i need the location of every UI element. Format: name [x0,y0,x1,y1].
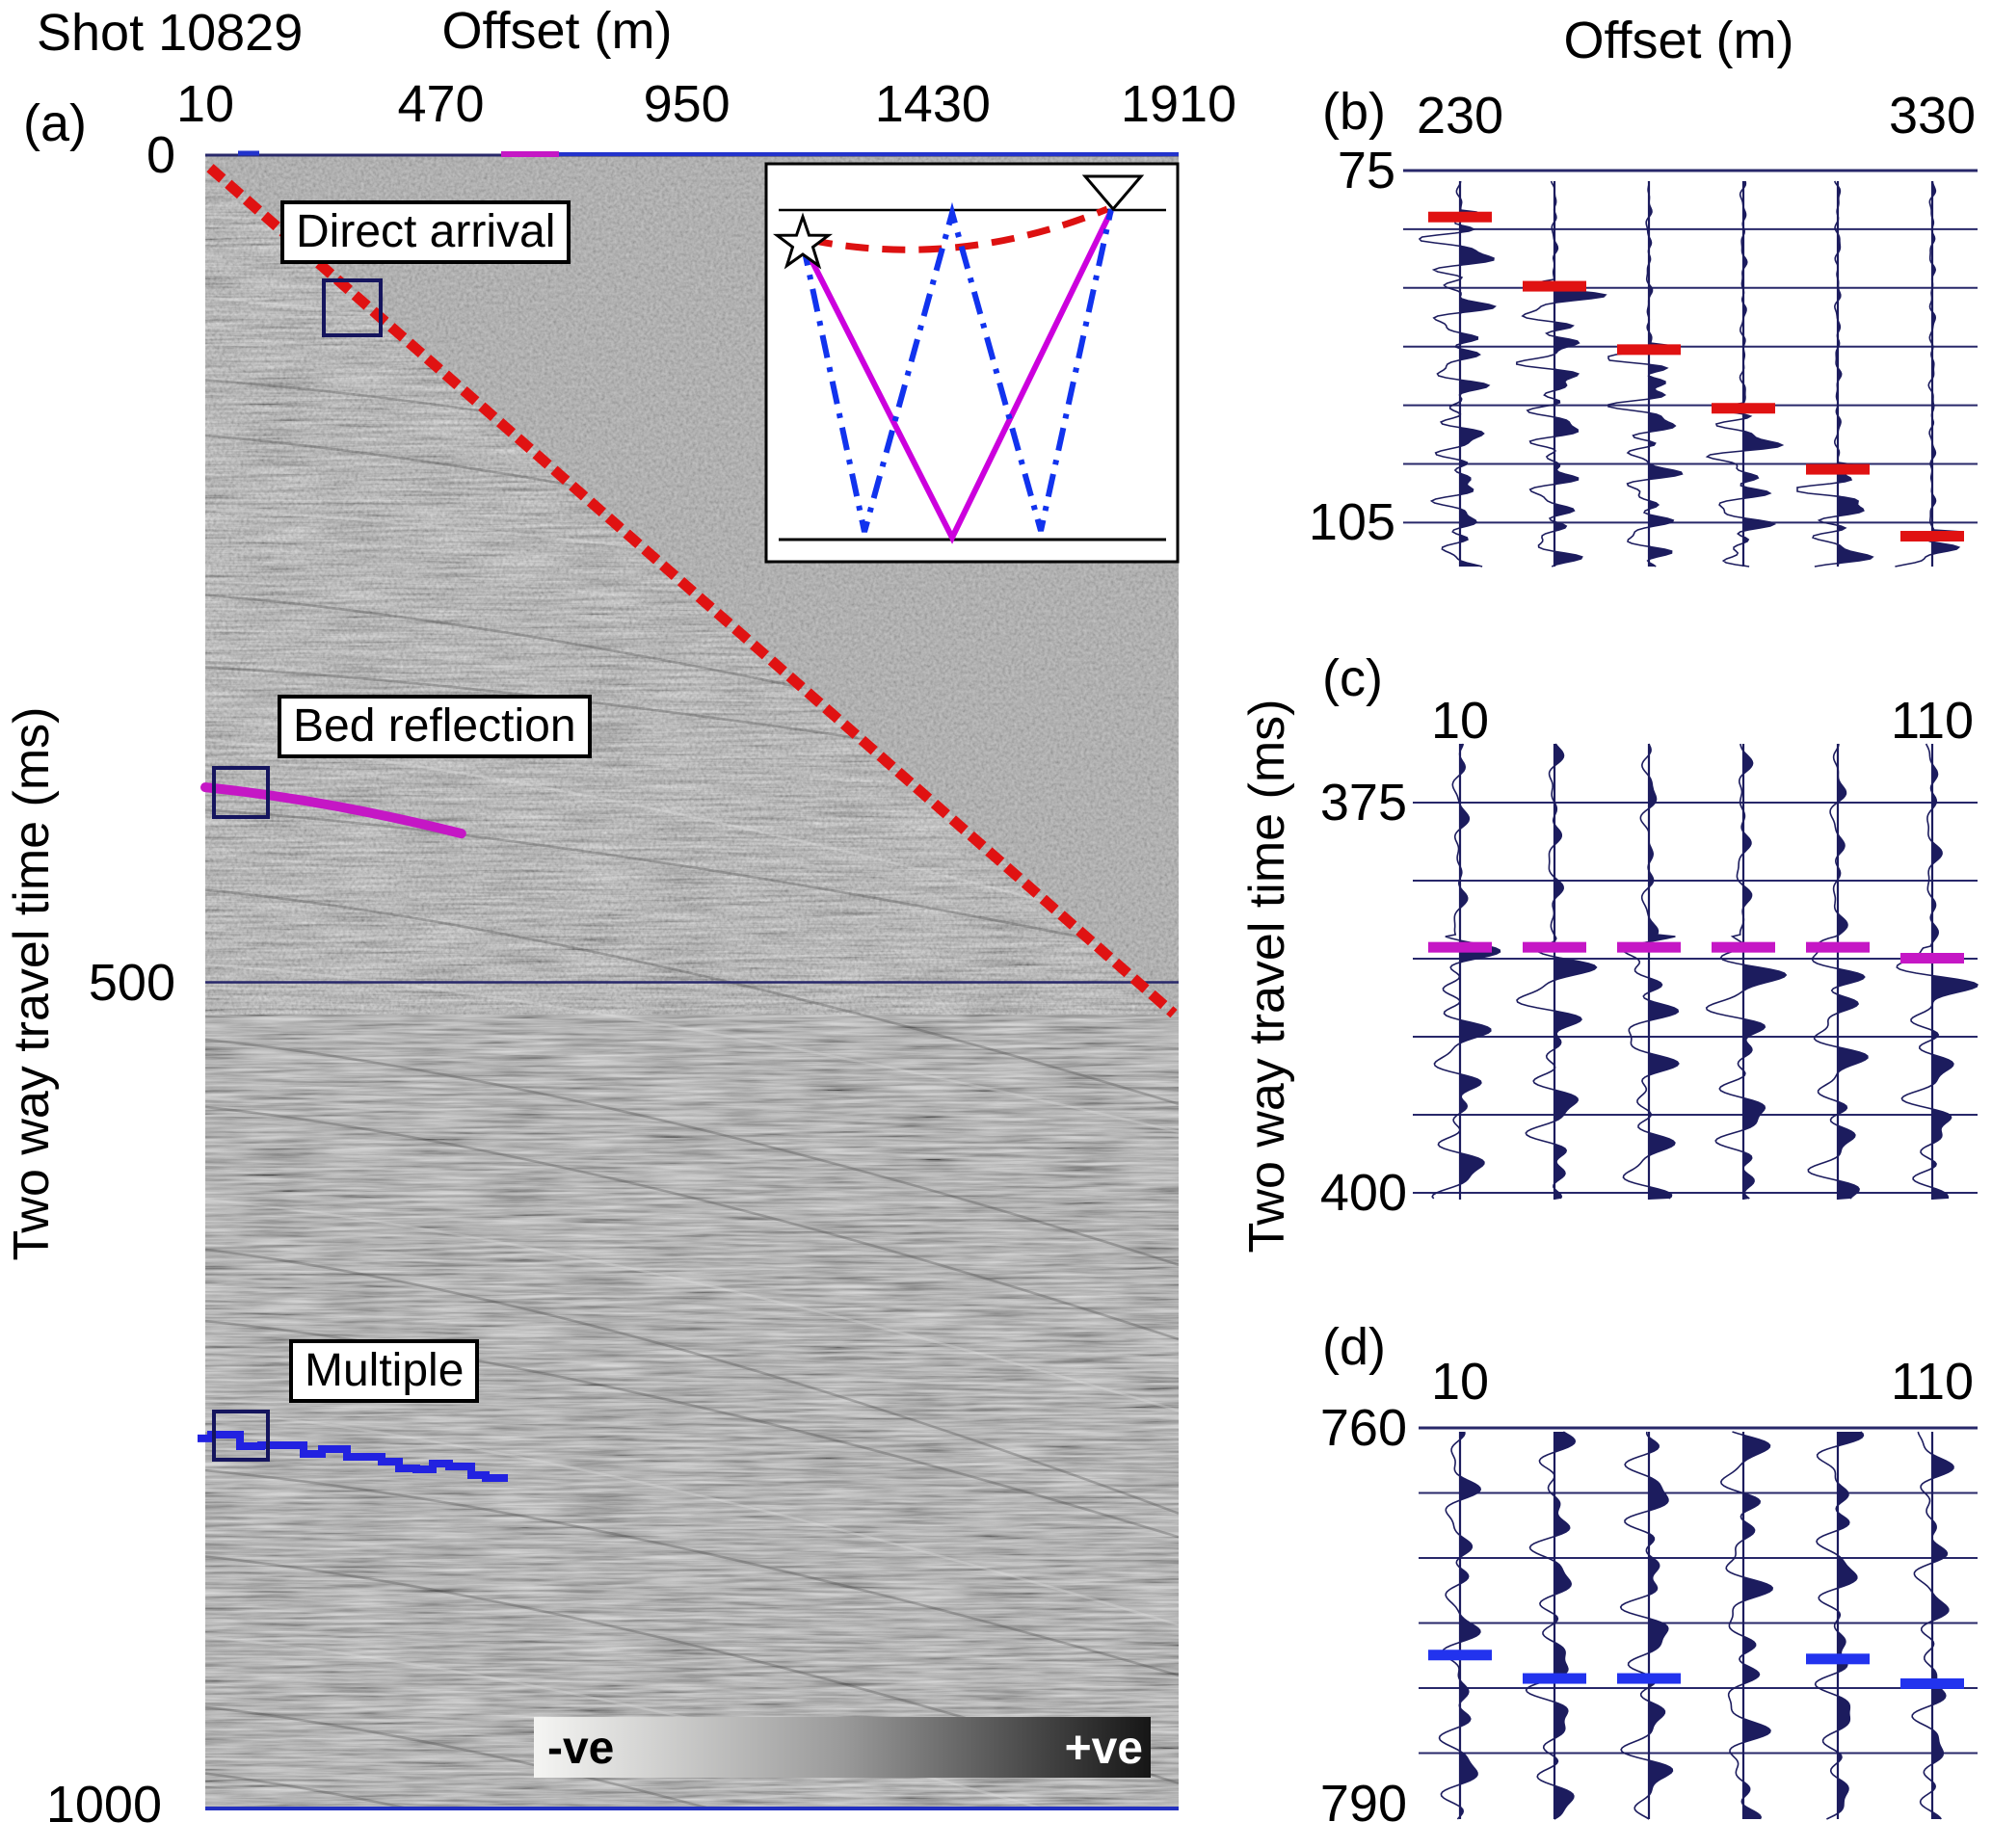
raypath-inset-diagram [764,162,1180,564]
panel-d-wiggle-plot [1419,1426,1978,1820]
d-pick-bar [1900,1677,1964,1689]
d-x-tick-110: 110 [1890,1353,1975,1411]
receiver-triangle-icon [1081,174,1145,212]
bed-reflection-pick-curve [200,782,466,839]
d-pick-bar [1806,1653,1870,1665]
panel-b-letter: (b) [1322,83,1386,141]
panel-a-letter: (a) [23,94,87,152]
multiple-label: Multiple [289,1339,480,1403]
c-pick-bar [1428,941,1492,953]
a-y-tick-1000: 1000 [45,1776,162,1834]
c-pick-bar [1523,941,1586,953]
panel-b-wiggle-plot [1403,169,1978,568]
multiple-reflection-ray [800,201,1114,533]
a-x-tick-1910: 1910 [1120,75,1237,133]
b-y-tick-105: 105 [1308,493,1395,552]
direct-arrival-label: Direct arrival [280,200,571,264]
figure-title: Shot 10829 [37,4,304,62]
direct-arrival-picks-line [206,164,1178,1018]
zoom-box-multiple [212,1410,270,1462]
panel-c-letter: (c) [1322,649,1383,707]
colorbar-negative-label: -ve [547,1723,615,1774]
d-pick-bar [1617,1673,1681,1684]
multiple-pick-line [198,1431,508,1482]
c-pick-bar [1900,953,1964,964]
d-pick-bar [1428,1650,1492,1661]
d-pick-bar [1523,1673,1586,1684]
b-pick-bar [1900,531,1964,542]
panel-d-letter: (d) [1322,1318,1386,1376]
source-star-icon [772,212,834,270]
primary-reflection-ray [802,209,1114,544]
b-pick-bar [1523,280,1586,292]
panel-a-x-axis-title: Offset (m) [441,2,673,60]
panel-b-x-axis-title: Offset (m) [1563,12,1794,69]
b-pick-bar [1428,211,1492,223]
d-x-tick-10: 10 [1430,1353,1490,1411]
a-x-tick-10: 10 [175,75,235,133]
a-x-tick-1430: 1430 [874,75,991,133]
panel-c-wiggle-plot [1413,743,1979,1200]
b-y-tick-75: 75 [1337,142,1395,199]
d-y-tick-790: 790 [1319,1775,1407,1833]
c-y-tick-400: 400 [1319,1164,1407,1222]
zoom-box-bed-reflection [212,766,270,819]
c-pick-bar [1712,941,1775,953]
c-x-tick-10: 10 [1430,692,1490,750]
colorbar-positive-label: +ve [1064,1723,1143,1774]
amplitude-colorbar [534,1717,1151,1778]
c-pick-bar [1806,941,1870,953]
a-x-tick-470: 470 [397,75,485,133]
a-x-tick-950: 950 [643,75,730,133]
b-pick-bar [1806,463,1870,475]
c-y-tick-375: 375 [1319,774,1407,832]
a-y-tick-500: 500 [88,954,175,1012]
bed-reflection-label: Bed reflection [278,695,592,758]
zoom-box-direct-arrival [322,278,383,337]
c-x-tick-110: 110 [1890,692,1975,750]
d-y-tick-760: 760 [1319,1399,1407,1457]
b-x-tick-330: 330 [1888,87,1977,145]
b-pick-bar [1617,344,1681,356]
b-x-tick-230: 230 [1416,87,1504,145]
b-pick-bar [1712,403,1775,414]
direct-ray [809,205,1109,253]
c-pick-bar [1617,941,1681,953]
a-y-tick-0: 0 [146,126,175,184]
